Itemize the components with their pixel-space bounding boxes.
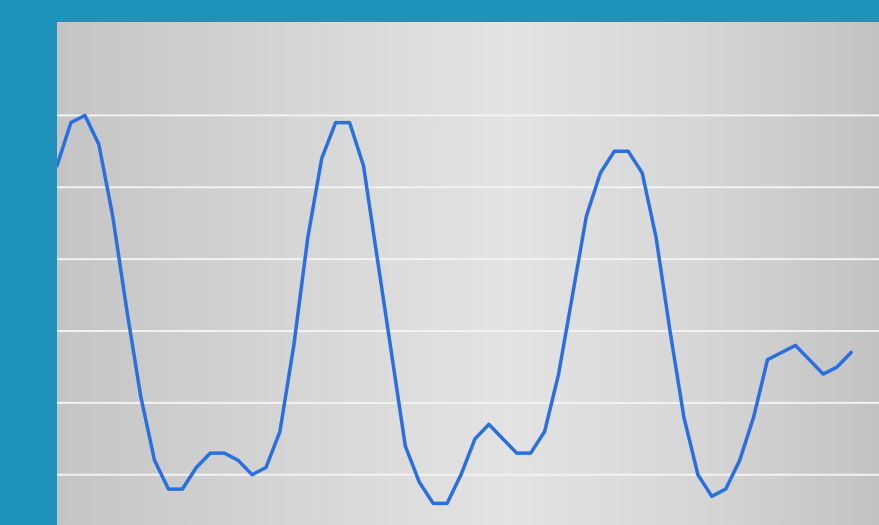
data-point-1-19 xyxy=(306,236,309,239)
data-point-1-2 xyxy=(69,121,73,124)
data-point-1-34 xyxy=(515,451,518,455)
data-point-1-20 xyxy=(320,157,323,160)
data-point-1-28 xyxy=(431,502,435,505)
top-frame-band xyxy=(0,0,879,22)
data-point-1-42 xyxy=(627,150,630,153)
data-point-1-1 xyxy=(57,164,59,167)
data-point-1-35 xyxy=(529,451,532,455)
data-point-1-21 xyxy=(334,121,337,124)
data-point-1-8 xyxy=(153,459,156,462)
data-point-1-18 xyxy=(292,344,296,347)
data-point-1-38 xyxy=(571,293,574,297)
data-point-1-33 xyxy=(501,437,505,440)
data-point-1-46 xyxy=(682,416,686,419)
data-point-1-54 xyxy=(794,344,797,347)
data-point-1-43 xyxy=(640,171,644,175)
data-point-1-56 xyxy=(822,372,825,376)
data-point-1-14 xyxy=(236,459,240,462)
data-point-1-15 xyxy=(250,473,254,476)
data-point-1-23 xyxy=(362,164,365,167)
data-point-1-3 xyxy=(83,114,87,117)
data-point-1-39 xyxy=(585,214,588,218)
data-point-1-50 xyxy=(738,459,741,462)
data-point-1-10 xyxy=(181,487,184,491)
data-point-1-37 xyxy=(557,372,560,376)
data-point-1-7 xyxy=(139,394,142,397)
data-point-1-12 xyxy=(209,451,212,455)
data-point-1-58 xyxy=(849,351,853,354)
data-point-1-22 xyxy=(348,121,351,124)
data-point-1-29 xyxy=(445,502,449,505)
data-point-1-11 xyxy=(195,466,198,469)
line-chart xyxy=(57,113,879,506)
data-point-1-17 xyxy=(278,430,282,433)
data-point-1-27 xyxy=(418,480,421,484)
data-point-1-49 xyxy=(724,487,727,491)
data-point-1-6 xyxy=(125,308,128,311)
data-point-1-36 xyxy=(543,430,546,433)
data-point-1-51 xyxy=(752,416,755,419)
data-point-1-25 xyxy=(390,351,393,354)
data-point-1-44 xyxy=(654,236,658,239)
data-point-1-16 xyxy=(264,466,268,469)
data-point-1-5 xyxy=(111,214,114,218)
data-point-1-40 xyxy=(599,171,602,175)
data-point-1-9 xyxy=(167,487,170,491)
data-point-1-53 xyxy=(780,351,783,354)
data-point-1-31 xyxy=(473,437,477,440)
data-point-1-32 xyxy=(487,423,491,426)
data-point-1-57 xyxy=(836,365,839,369)
data-point-1-30 xyxy=(459,473,463,476)
left-frame-band xyxy=(0,0,57,525)
data-point-1-52 xyxy=(766,358,769,361)
data-point-1-24 xyxy=(376,257,379,261)
plot-area xyxy=(57,22,879,525)
data-point-1-4 xyxy=(97,142,100,146)
data-point-1-48 xyxy=(710,495,714,498)
data-point-1-47 xyxy=(696,473,700,476)
data-point-1-26 xyxy=(404,444,407,448)
data-point-1-41 xyxy=(613,150,616,153)
series-line-1 xyxy=(57,113,853,506)
data-point-1-45 xyxy=(668,329,672,333)
data-point-1-55 xyxy=(808,358,811,361)
data-point-1-13 xyxy=(222,451,226,455)
